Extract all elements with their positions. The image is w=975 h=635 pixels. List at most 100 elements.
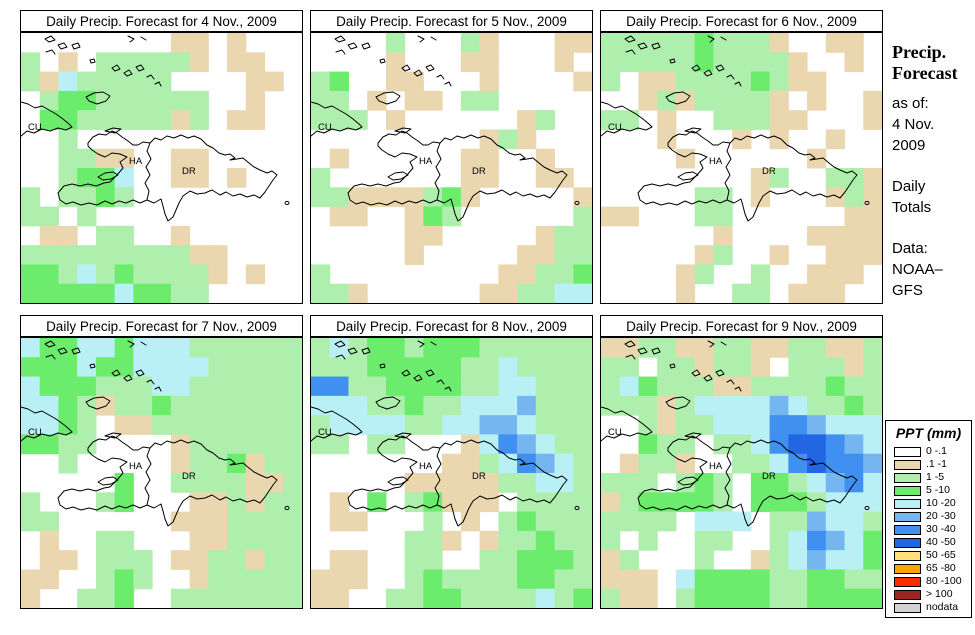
grid-cell	[619, 511, 639, 532]
legend-entry: 10 -20	[886, 497, 971, 510]
grid-cell	[573, 245, 592, 265]
grid-cell	[208, 588, 228, 608]
grid-cell	[423, 225, 443, 246]
grid-cell	[264, 453, 284, 474]
precip-grid	[311, 338, 592, 608]
grid-cell	[554, 511, 574, 532]
panel-title: Daily Precip. Forecast for 4 Nov., 2009	[20, 10, 303, 32]
grid-cell	[283, 569, 302, 590]
grid-cell	[807, 415, 827, 435]
grid-cell	[573, 511, 592, 532]
grid-cell	[479, 453, 499, 474]
grid-cell	[404, 338, 424, 358]
grid-cell	[554, 530, 574, 551]
grid-cell	[423, 415, 443, 435]
turks-caicos-islands	[401, 64, 452, 87]
panel-title: Daily Precip. Forecast for 5 Nov., 2009	[310, 10, 593, 32]
grid-cell	[517, 473, 537, 493]
grid-cell	[404, 206, 424, 227]
gonave-island	[97, 171, 119, 181]
grid-cell	[554, 33, 574, 53]
grid-cell	[863, 206, 882, 227]
grid-cell	[807, 569, 827, 590]
grid-cell	[498, 338, 518, 358]
grid-cell	[348, 511, 368, 532]
grid-cell	[713, 473, 733, 493]
haiti-label: HA	[419, 156, 433, 167]
grid-cell	[657, 338, 677, 358]
grid-cell	[189, 588, 209, 608]
grid-cell	[95, 110, 116, 130]
grid-cell	[732, 588, 752, 608]
grid-cell	[517, 338, 537, 358]
grid-cell	[825, 415, 846, 435]
grid-cell	[657, 415, 677, 435]
legend-swatch	[894, 563, 921, 574]
grid-cell	[769, 52, 789, 73]
grid-cell	[713, 245, 733, 265]
grid-cell	[750, 550, 771, 570]
grid-cell	[283, 473, 302, 493]
grid-cell	[423, 357, 443, 378]
grid-cell	[619, 550, 639, 570]
grid-cell	[114, 168, 134, 188]
grid-cell	[133, 357, 153, 378]
grid-cell	[423, 550, 443, 570]
tortue-island	[394, 127, 412, 134]
grid-cell	[573, 530, 592, 551]
grid-cell	[694, 530, 714, 551]
grid-cell	[114, 71, 134, 92]
grid-cell	[535, 357, 556, 378]
grid-cell	[208, 338, 228, 358]
grid-cell	[58, 550, 78, 570]
grid-cell	[39, 569, 59, 590]
hispaniola-coastline	[347, 435, 568, 527]
grid-cell	[479, 530, 499, 551]
grid-cell	[807, 338, 827, 358]
grid-cell	[788, 473, 808, 493]
grid-cell	[133, 52, 153, 73]
grid-cell	[21, 511, 41, 532]
grid-cell	[152, 90, 172, 111]
grid-cell	[750, 338, 771, 358]
grid-cell	[245, 569, 266, 590]
tortue-island	[684, 432, 702, 439]
precip-grid	[601, 33, 882, 303]
data-source-label: Data:	[892, 240, 928, 257]
grid-cell	[189, 357, 209, 378]
mona-island	[284, 505, 290, 511]
grid-cell	[694, 376, 714, 397]
grid-cell	[423, 206, 443, 227]
grid-cell	[732, 90, 752, 111]
haiti-dr-border	[144, 447, 152, 506]
grid-cell	[844, 264, 864, 285]
grid-cell	[498, 283, 518, 303]
grid-cell	[601, 52, 621, 73]
grid-cell	[517, 550, 537, 570]
grid-cell	[769, 530, 789, 551]
grid-cell	[208, 453, 228, 474]
grid-cell	[769, 473, 789, 493]
grid-cell	[498, 395, 518, 416]
grid-cell	[227, 434, 247, 455]
grid-cell	[21, 376, 41, 397]
grid-cell	[825, 434, 846, 455]
panel-title: Daily Precip. Forecast for 8 Nov., 2009	[310, 315, 593, 337]
precip-grid	[21, 338, 302, 608]
dominican-republic-label: DR	[472, 166, 486, 177]
grid-cell	[788, 71, 808, 92]
grid-cell	[807, 511, 827, 532]
grid-cell	[657, 395, 677, 416]
grid-cell	[21, 206, 41, 227]
grid-cell	[535, 511, 556, 532]
grid-cell	[619, 492, 639, 513]
grid-cell	[732, 357, 752, 378]
grid-cell	[227, 492, 247, 513]
grid-cell	[863, 434, 882, 455]
grid-cell	[329, 588, 349, 608]
grid-cell	[619, 110, 639, 130]
dominican-republic-label: DR	[182, 471, 196, 482]
grid-cell	[58, 415, 78, 435]
legend-swatch	[894, 485, 921, 496]
